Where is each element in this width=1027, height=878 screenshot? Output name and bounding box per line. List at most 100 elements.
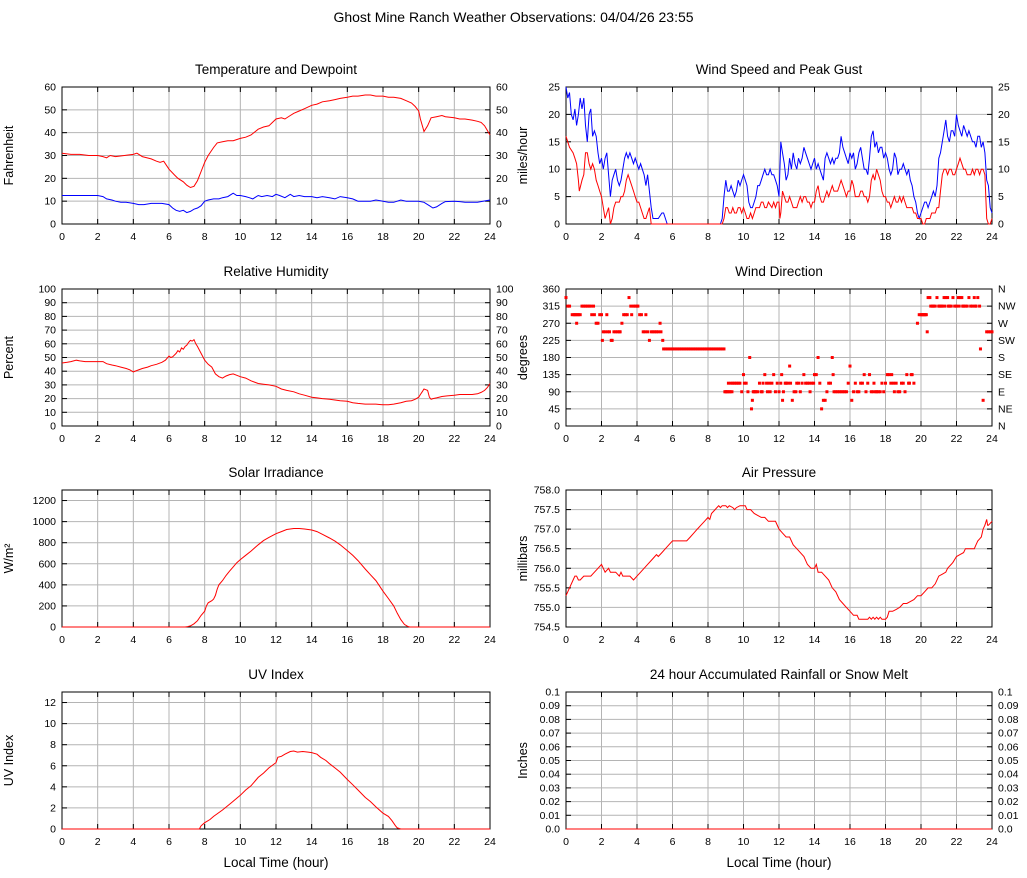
y-tick-labels-right: 0.0 0.01 0.02 0.030.04 0.05 0.060.07 0.08 0.090… [998,687,1019,836]
svg-text:30: 30 [496,379,508,391]
svg-text:90: 90 [44,297,56,309]
svg-text:25: 25 [998,82,1010,94]
svg-text:0.03: 0.03 [540,782,561,794]
direction-points [564,296,994,411]
svg-text:2: 2 [599,634,605,646]
svg-text:6: 6 [670,433,676,445]
svg-text:10: 10 [234,433,246,445]
svg-text:270: 270 [542,318,560,330]
svg-text:5: 5 [998,191,1004,203]
svg-text:24: 24 [484,836,496,848]
svg-text:0.05: 0.05 [540,755,561,767]
svg-text:20: 20 [915,634,927,646]
svg-text:6: 6 [166,231,172,243]
svg-text:0: 0 [563,433,569,445]
svg-text:S: S [998,352,1005,364]
svg-text:18: 18 [377,634,389,646]
svg-text:6: 6 [670,836,676,848]
svg-text:14: 14 [809,836,821,848]
svg-text:135: 135 [542,369,560,381]
svg-text:16: 16 [844,433,856,445]
svg-text:90: 90 [548,386,560,398]
svg-text:14: 14 [809,433,821,445]
svg-text:0: 0 [50,219,56,231]
svg-text:80: 80 [44,311,56,323]
x-tick-labels: 0 2 4 6 8 10 12 14 16 18 20 22 24 [563,231,998,243]
svg-text:225: 225 [542,335,560,347]
svg-text:40: 40 [496,366,508,378]
svg-text:4: 4 [634,433,640,445]
chart-relative-humidity: Relative Humidity 0 2 4 6 8 10 12 14 16 18 20 22 24 0 1… [0,256,514,457]
svg-text:0: 0 [496,219,502,231]
x-tick-labels: 0 2 4 6 8 10 12 14 16 18 20 22 24 [59,231,496,243]
svg-text:1000: 1000 [33,516,57,528]
svg-text:2: 2 [95,634,101,646]
grid-lines [565,691,993,830]
svg-text:4: 4 [634,231,640,243]
page-title: Ghost Mine Ranch Weather Observations: 0… [333,9,694,25]
svg-text:0: 0 [496,421,502,433]
svg-text:0.0: 0.0 [545,824,560,836]
svg-text:24: 24 [986,836,998,848]
svg-text:16: 16 [341,231,353,243]
svg-text:50: 50 [496,352,508,364]
svg-text:22: 22 [951,231,963,243]
svg-text:0: 0 [563,836,569,848]
y-axis-label: millibars [516,536,530,582]
svg-text:0.02: 0.02 [998,796,1019,808]
svg-text:24: 24 [986,433,998,445]
grid-lines [565,489,993,628]
svg-text:14: 14 [306,433,318,445]
svg-text:8: 8 [202,433,208,445]
x-tick-labels: 0 2 4 6 8 10 12 14 16 18 20 22 24 [563,836,998,848]
svg-text:20: 20 [915,433,927,445]
svg-text:24: 24 [484,231,496,243]
y-axis-label: Fahrenheit [2,125,16,185]
y-tick-labels-left: 0 200 400 600 800 1000 1200 [33,495,57,633]
y-tick-labels-left: 0 45 90 135 180 225 270 315 360 [542,284,560,433]
svg-text:2: 2 [95,433,101,445]
svg-text:757.0: 757.0 [534,524,560,536]
y-axis-label: W/m² [2,544,16,574]
svg-text:16: 16 [844,634,856,646]
svg-text:22: 22 [951,836,963,848]
svg-text:18: 18 [880,634,892,646]
svg-text:0.01: 0.01 [540,810,561,822]
svg-text:756.0: 756.0 [534,563,560,575]
svg-text:24: 24 [986,231,998,243]
svg-text:10: 10 [44,718,56,730]
svg-text:40: 40 [44,127,56,139]
svg-text:18: 18 [377,836,389,848]
x-axis-label: Local Time (hour) [223,855,328,870]
svg-text:90: 90 [496,297,508,309]
x-tick-labels: 0 2 4 6 8 10 12 14 16 18 20 22 24 [59,634,496,646]
dewpoint-line [62,192,491,214]
svg-text:24: 24 [986,634,998,646]
svg-text:22: 22 [448,634,460,646]
svg-text:600: 600 [38,558,56,570]
svg-text:0.04: 0.04 [998,769,1019,781]
y-axis-label: Inches [516,742,530,779]
svg-text:60: 60 [44,82,56,94]
svg-text:SW: SW [998,335,1015,347]
svg-text:18: 18 [880,836,892,848]
svg-text:14: 14 [306,231,318,243]
humidity-line [61,338,491,406]
y-tick-labels-left: 0 10 20 30 40 50 60 [44,82,56,231]
tick-marks [565,489,993,628]
svg-text:70: 70 [44,325,56,337]
chart-title: Wind Speed and Peak Gust [696,62,863,77]
y-tick-labels-left: 0 5 10 15 20 25 [548,82,560,231]
svg-text:0.08: 0.08 [540,714,561,726]
svg-text:10: 10 [548,164,560,176]
svg-text:10: 10 [998,164,1010,176]
svg-text:5: 5 [554,191,560,203]
x-tick-labels: 0 2 4 6 8 10 12 14 16 18 20 22 24 [59,433,496,445]
svg-text:SE: SE [998,369,1012,381]
grid-lines [565,288,993,427]
svg-text:8: 8 [50,739,56,751]
svg-text:14: 14 [306,634,318,646]
